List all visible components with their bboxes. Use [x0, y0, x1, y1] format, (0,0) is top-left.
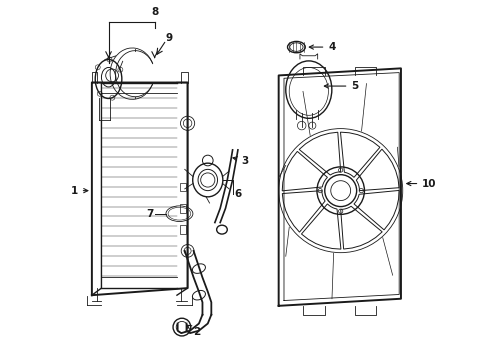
Text: 10: 10	[407, 179, 437, 189]
Bar	[180, 225, 186, 234]
Text: 6: 6	[234, 189, 242, 199]
Text: 7: 7	[147, 209, 154, 219]
Text: 8: 8	[151, 7, 158, 17]
Text: 4: 4	[309, 42, 336, 52]
Text: 2: 2	[187, 325, 201, 337]
Text: 1: 1	[71, 186, 88, 195]
Text: 3: 3	[233, 156, 249, 166]
Text: 9: 9	[165, 33, 172, 43]
Bar	[180, 183, 186, 192]
Text: 5: 5	[324, 81, 359, 91]
Bar	[180, 204, 186, 213]
